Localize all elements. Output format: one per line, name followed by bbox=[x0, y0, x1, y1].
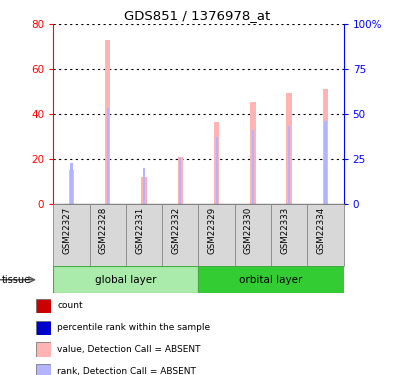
Bar bbox=[271, 204, 307, 266]
Bar bbox=[162, 204, 199, 266]
Bar bbox=[141, 177, 147, 204]
Text: GSM22332: GSM22332 bbox=[171, 207, 181, 254]
Text: GSM22329: GSM22329 bbox=[208, 207, 216, 254]
Text: GSM22333: GSM22333 bbox=[280, 207, 289, 254]
Text: GSM22328: GSM22328 bbox=[99, 207, 108, 254]
Bar bbox=[107, 108, 109, 204]
Text: GSM22334: GSM22334 bbox=[316, 207, 325, 254]
Text: global layer: global layer bbox=[95, 275, 157, 285]
Bar bbox=[216, 137, 218, 204]
Bar bbox=[178, 157, 183, 204]
Text: GSM22331: GSM22331 bbox=[135, 207, 144, 254]
Bar bbox=[90, 204, 126, 266]
Text: percentile rank within the sample: percentile rank within the sample bbox=[57, 323, 211, 332]
Text: count: count bbox=[57, 302, 83, 310]
Bar bbox=[53, 266, 199, 293]
Bar bbox=[69, 170, 74, 204]
Bar bbox=[143, 168, 145, 204]
Text: orbital layer: orbital layer bbox=[239, 275, 303, 285]
Bar bbox=[235, 204, 271, 266]
Bar bbox=[199, 204, 235, 266]
Bar bbox=[307, 204, 344, 266]
Text: GSM22330: GSM22330 bbox=[244, 207, 253, 254]
Bar bbox=[70, 163, 73, 204]
Bar bbox=[324, 121, 327, 204]
Bar bbox=[286, 93, 292, 204]
Bar bbox=[105, 40, 111, 204]
Bar bbox=[250, 102, 256, 204]
Text: GSM22327: GSM22327 bbox=[62, 207, 71, 254]
Bar bbox=[288, 126, 290, 204]
Bar bbox=[179, 158, 181, 204]
Text: GDS851 / 1376978_at: GDS851 / 1376978_at bbox=[124, 9, 271, 22]
Bar bbox=[53, 204, 90, 266]
Text: tissue: tissue bbox=[2, 275, 31, 285]
Bar bbox=[199, 266, 344, 293]
Bar bbox=[214, 122, 219, 204]
Text: rank, Detection Call = ABSENT: rank, Detection Call = ABSENT bbox=[57, 367, 196, 375]
Bar bbox=[323, 88, 328, 204]
Text: value, Detection Call = ABSENT: value, Detection Call = ABSENT bbox=[57, 345, 201, 354]
Bar bbox=[126, 204, 162, 266]
Bar bbox=[252, 130, 254, 204]
